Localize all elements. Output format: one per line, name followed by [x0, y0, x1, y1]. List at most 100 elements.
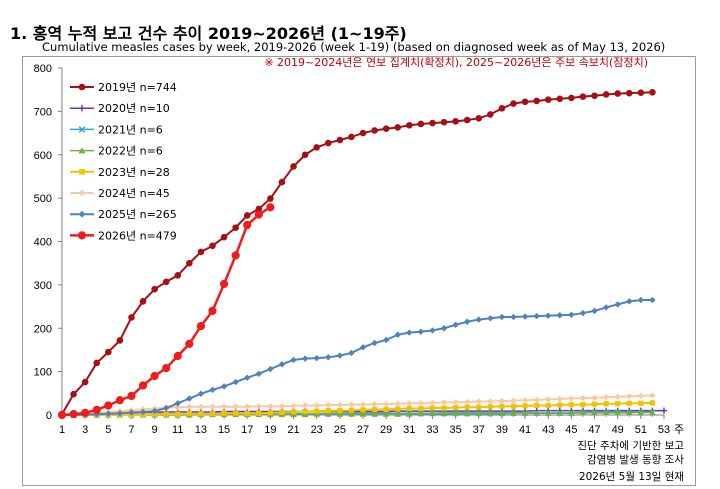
data-point — [267, 403, 274, 410]
data-point — [463, 398, 471, 406]
x-tick-label: 29 — [380, 424, 392, 436]
data-point — [568, 410, 575, 416]
data-point — [336, 136, 344, 144]
y-tick-label: 200 — [34, 323, 52, 335]
data-point — [256, 410, 262, 416]
data-point — [301, 355, 309, 362]
data-point — [602, 91, 610, 98]
data-point — [313, 402, 320, 409]
data-point — [626, 393, 633, 400]
data-point — [382, 336, 390, 344]
x-tick-label: 41 — [519, 424, 531, 436]
legend-label: 2022년 n=6 — [98, 145, 163, 158]
data-point — [209, 403, 216, 410]
data-point — [301, 402, 309, 409]
data-point — [545, 312, 552, 319]
data-point — [452, 321, 459, 328]
page-subtitle: Cumulative measles cases by week, 2019-2… — [42, 40, 666, 54]
data-point — [313, 144, 320, 151]
data-point — [591, 409, 598, 416]
data-point — [476, 404, 482, 410]
data-point — [429, 405, 436, 411]
legend-item: 2025년 n=265 — [70, 208, 177, 221]
data-point — [348, 133, 355, 141]
data-point — [463, 318, 471, 325]
data-point — [533, 410, 540, 416]
data-point — [243, 212, 251, 219]
data-point — [545, 396, 552, 403]
x-tick-label: 47 — [588, 424, 600, 436]
data-point — [336, 410, 344, 417]
data-point — [231, 251, 240, 260]
data-point — [394, 124, 402, 131]
x-tick-label: 17 — [241, 424, 253, 436]
y-tick-label: 0 — [46, 410, 52, 422]
data-point — [139, 298, 147, 305]
x-tick-label: 53 — [658, 424, 670, 436]
data-point — [359, 344, 367, 351]
data-point — [278, 361, 286, 368]
data-point — [521, 98, 529, 106]
data-point — [521, 397, 529, 404]
data-point — [266, 203, 275, 212]
data-point — [440, 325, 448, 332]
data-point — [197, 248, 205, 256]
data-point — [406, 405, 412, 412]
data-point — [429, 327, 436, 334]
data-point — [138, 381, 148, 390]
data-point — [278, 178, 286, 186]
legend-swatch-marker — [78, 147, 86, 154]
data-point — [649, 392, 656, 399]
data-point — [649, 409, 656, 415]
data-point — [337, 408, 343, 414]
legend-item: 2026년 n=479 — [70, 229, 177, 242]
data-point — [105, 410, 112, 417]
data-point — [232, 224, 239, 231]
data-point — [544, 96, 552, 103]
data-point — [128, 409, 135, 416]
legend-label: 2023년 n=28 — [98, 166, 170, 179]
legend-label: 2025년 n=265 — [98, 208, 177, 221]
x-tick-label: 7 — [128, 424, 134, 436]
data-point — [417, 400, 425, 407]
data-point — [475, 115, 483, 122]
x-tick-label: 43 — [542, 424, 554, 436]
data-point — [533, 396, 540, 404]
data-point — [579, 93, 587, 100]
data-point — [115, 396, 124, 405]
data-point — [533, 312, 540, 320]
data-point — [417, 328, 425, 335]
x-tick-label: 23 — [311, 424, 323, 436]
data-point — [638, 400, 644, 406]
data-point — [394, 331, 401, 338]
data-point — [498, 410, 506, 417]
data-point — [81, 378, 89, 386]
x-tick-label: 1 — [59, 424, 65, 436]
legend-swatch-marker — [78, 104, 86, 112]
y-tick-label: 300 — [34, 280, 52, 292]
data-point — [522, 403, 528, 409]
data-point — [185, 339, 194, 348]
x-tick-label: 3 — [82, 424, 88, 436]
data-point — [186, 403, 193, 410]
data-point — [603, 401, 609, 407]
data-point — [359, 129, 367, 137]
legend-item: 2022년 n=6 — [70, 145, 163, 158]
y-tick-label: 700 — [34, 106, 52, 118]
x-tick-label: 13 — [195, 424, 207, 436]
series-1 — [58, 88, 656, 418]
legend-item: 2019년 n=744 — [70, 81, 177, 94]
data-point — [429, 399, 436, 407]
data-point — [452, 118, 459, 125]
x-tick-label: 27 — [357, 424, 369, 436]
data-point — [441, 405, 447, 411]
data-point — [336, 401, 344, 409]
legend-item: 2024년 n=45 — [70, 187, 170, 200]
data-point — [219, 279, 229, 289]
data-point — [244, 403, 251, 410]
data-point — [116, 410, 124, 417]
data-point — [313, 354, 320, 362]
data-point — [290, 402, 297, 410]
data-point — [371, 406, 378, 412]
